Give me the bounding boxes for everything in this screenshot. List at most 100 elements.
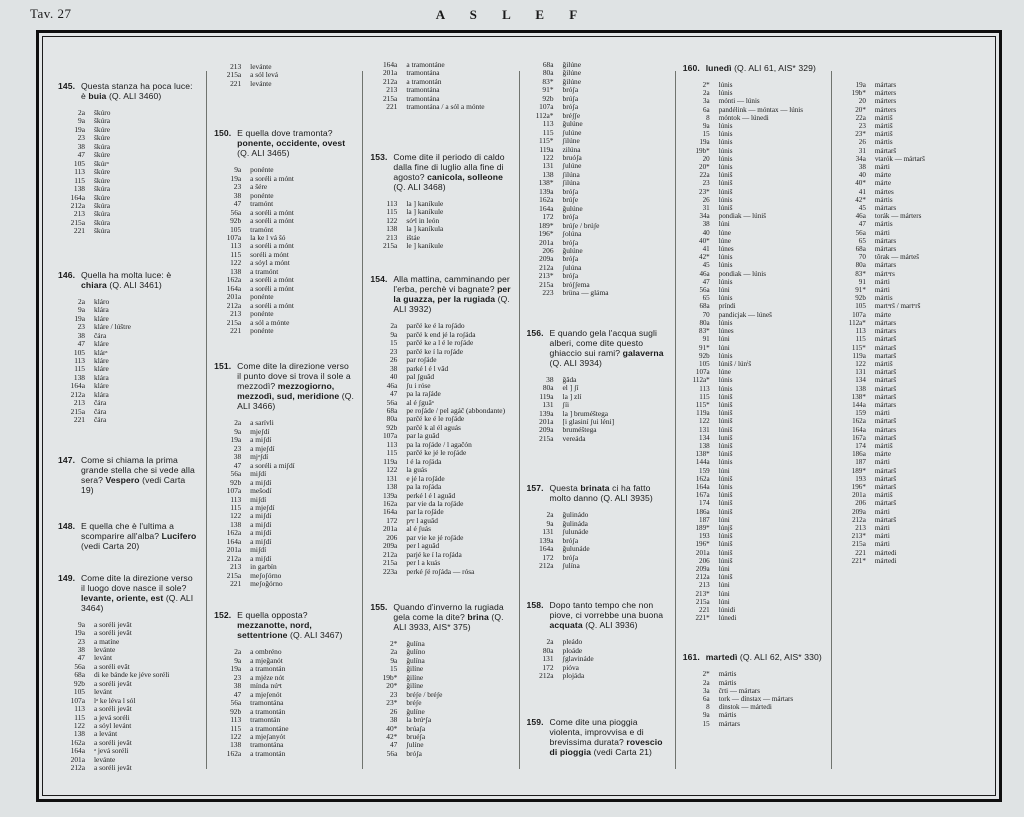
entry-row: 115 škúre xyxy=(58,176,199,185)
entry-row: 42* bruéʃa xyxy=(370,732,511,741)
entry-code: 46a xyxy=(699,269,710,278)
entry-code: 164a xyxy=(539,544,554,554)
entry-form: per l aguâd xyxy=(406,541,440,551)
entry-form: mártarš xyxy=(874,376,897,385)
entry-form: mártedi xyxy=(874,556,897,565)
entry-row: 107a lúne xyxy=(683,368,824,376)
entry-code: 105 xyxy=(855,302,866,311)
entry-form: ʃulúne xyxy=(562,161,582,171)
entry-form: pa la roʃáda xyxy=(406,482,442,492)
title-segment: mezzanotte, nord, settentrione xyxy=(237,620,312,641)
entry-row: 105 tramónt xyxy=(214,225,355,234)
entry-code: 212a xyxy=(539,262,554,272)
entry-row: 115 soréli a mónt xyxy=(214,250,355,259)
entry-row: 196* ʃolúna xyxy=(527,229,668,238)
section-159: 159. Come dite una pioggia violenta, impr… xyxy=(527,717,668,757)
entry-code: 221 xyxy=(73,226,85,236)
entry-code: 9a xyxy=(234,426,242,436)
entry-row: 19a lúnis xyxy=(683,138,824,146)
column-1: 145. Questa stanza ha poca luce: è buia (… xyxy=(51,37,206,795)
entry-code: 65 xyxy=(702,294,710,303)
entry-row: 164a par la roʃáde xyxy=(370,507,511,516)
entry-row: 162a a tramontán xyxy=(214,749,355,758)
entry-row: 47 a mjeʃenót xyxy=(214,690,355,699)
entry-row: 134 luniš xyxy=(683,434,824,442)
entry-code: 3a xyxy=(702,97,710,106)
column-3: 164a a tramontáne 201a tramontána 212a a tram… xyxy=(363,37,518,795)
entry-code: 3a xyxy=(702,686,710,695)
entry-code: 139a xyxy=(539,535,554,545)
entry-code: 19a xyxy=(74,628,85,638)
section-header: 157. Questa brinata ci ha fatto molto dan… xyxy=(527,483,668,503)
entry-code: 201a xyxy=(382,524,398,534)
entry-form: pa la roʃáde / l agačón xyxy=(406,439,472,449)
section-147: 147. Come si chiama la prima grande stell… xyxy=(58,455,199,495)
entry-code: 164a xyxy=(226,283,242,293)
entry-form: lúniš xyxy=(718,204,733,213)
entry-row: 3a mónti — lúnis xyxy=(683,97,824,105)
entry-form: brúʃa xyxy=(562,93,579,103)
entry-code: 138 xyxy=(542,169,554,179)
entry-form: di ke bánde ke jéve soréli xyxy=(94,670,170,680)
section-header: 153. Come dite il periodo di caldo dalla … xyxy=(370,152,511,192)
entry-code: 23* xyxy=(386,698,398,708)
entry-row: 162a lúniš xyxy=(683,475,824,483)
entry-form: bróʃa xyxy=(562,212,579,222)
entry-code: 107a xyxy=(70,695,85,705)
entry-row: 172 pióva xyxy=(527,663,668,672)
entry-form: ʃulína xyxy=(562,561,580,571)
entry-row: 206 par vie ke jé roʃáde xyxy=(370,533,511,542)
entry-row: 2a ǧulíno xyxy=(370,648,511,657)
entry-form: miʃdí xyxy=(250,494,267,504)
title-segment: (vedi Carta 20) xyxy=(81,540,140,551)
section-title: martedì (Q. ALI 62, AIS* 330) xyxy=(706,652,824,662)
entry-form: lúniš xyxy=(718,540,733,549)
entry-row: 38 márti xyxy=(839,163,980,171)
entry-code: 8 xyxy=(706,703,710,712)
entry-code: 91 xyxy=(702,335,710,344)
entry-form: bróʃa xyxy=(562,254,579,264)
entry-row: 8 móntok — lúnedi xyxy=(683,114,824,122)
title-segment: E quella opposta? xyxy=(237,610,308,621)
entry-code: 221 xyxy=(386,102,398,112)
entry-code: 20* xyxy=(699,163,710,172)
entry-form: a soréli a mónt xyxy=(250,300,294,310)
entry-form: lúniš xyxy=(718,425,733,434)
entry-code: 223 xyxy=(542,288,554,298)
entry-form: márti xyxy=(874,163,890,172)
entry-form: ǧulúne xyxy=(562,119,583,129)
entry-form: ǧulináda xyxy=(562,518,588,528)
entry-row: 189* mártarš xyxy=(839,467,980,475)
entry-code: 201a xyxy=(695,548,710,557)
title-segment: martedì xyxy=(705,652,738,663)
entry-row: 47 tramónt xyxy=(214,199,355,208)
entry-code: 92b xyxy=(386,422,398,432)
entry-code: 162a xyxy=(226,275,242,285)
entry-row: 45 lúnis xyxy=(683,261,824,269)
entry-code: 213 xyxy=(699,581,710,590)
entry-row: 92b a miʃdí xyxy=(214,478,355,487)
entry-row: 113 a soréli a mónt xyxy=(214,241,355,250)
entry-row: 38 la brúᵃʃa xyxy=(370,715,511,724)
entry-row: 139a la ] bruméštega xyxy=(527,409,668,418)
entry-row: 209a per l aguâd xyxy=(370,541,511,551)
entry-code: 19a xyxy=(230,435,242,445)
section-title: E quella che è l'ultima a scomparire all… xyxy=(81,521,199,551)
entry-row: 164a škúre xyxy=(58,193,199,202)
entry-row: 122 a sóyl levánt xyxy=(58,721,199,730)
entry-code: 189* xyxy=(695,523,710,532)
entry-form: lᵃ ke léva l sól xyxy=(94,695,136,705)
entry-code: 34a xyxy=(855,154,866,163)
entry-code: 8 xyxy=(706,113,710,122)
entry-code: 215a xyxy=(226,570,242,580)
entry-row: 212a ʃulúna xyxy=(527,262,668,272)
entry-row: 31 mártarš xyxy=(839,147,980,155)
entry-row: 115 kláre xyxy=(58,364,199,373)
entry-code: 212a xyxy=(70,763,85,773)
entry-row: 164a ǧulunáde xyxy=(527,544,668,554)
entry-row: 138 pa la roʃáda xyxy=(370,482,511,492)
entry-form: mártiš xyxy=(874,359,893,368)
entry-code: 187 xyxy=(855,458,866,467)
entry-row: 172 bróʃa xyxy=(527,553,668,562)
entry-row: 115 a tramontáne xyxy=(214,724,355,733)
